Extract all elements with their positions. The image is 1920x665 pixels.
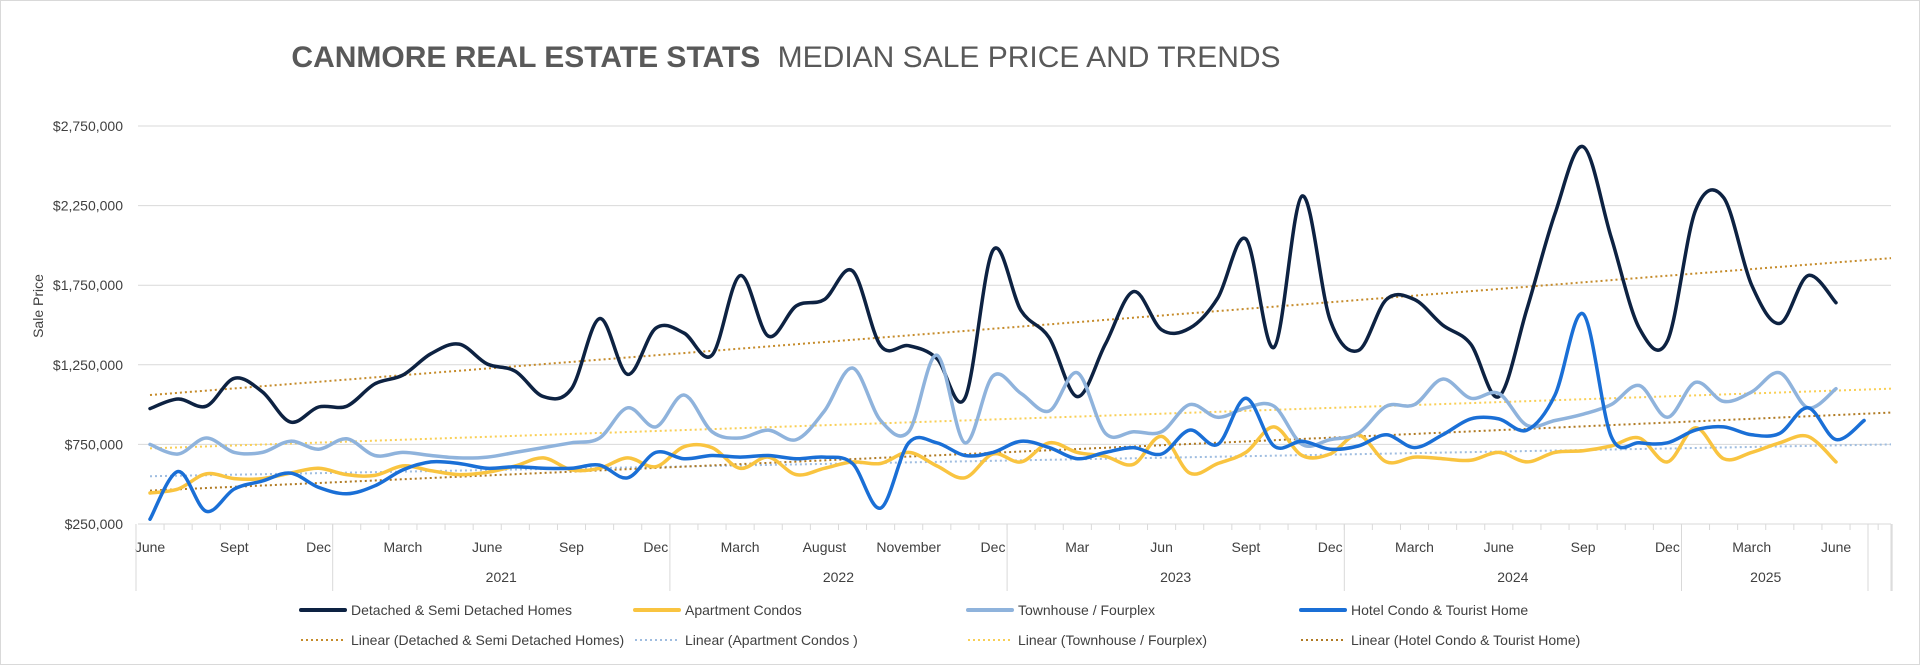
y-tick-label: $250,000 [65,516,124,532]
y-tick-label: $2,750,000 [53,118,123,134]
legend-label: Linear (Townhouse / Fourplex) [1018,632,1207,648]
series-line [148,144,1838,425]
x-tick-label: Sep [1571,539,1596,555]
x-tick-label: March [1395,539,1434,555]
chart-title: CANMORE REAL ESTATE STATS MEDIAN SALE PR… [291,41,1280,74]
year-label: 2022 [823,569,854,585]
legend-label: Townhouse / Fourplex [1018,602,1155,618]
legend-label: Linear (Apartment Condos ) [685,632,858,648]
x-tick-label: March [1732,539,1771,555]
series-line [148,353,1838,460]
y-tick-label: $2,250,000 [53,198,123,214]
x-tick-label: March [383,539,422,555]
y-tick-label: $750,000 [65,436,124,452]
chart-title-bold: CANMORE REAL ESTATE STATS [291,41,760,74]
year-label: 2025 [1750,569,1781,585]
trendline [149,411,1892,492]
x-tick-label: June [1484,539,1515,555]
series-line [148,425,1838,495]
y-axis: $250,000 $750,000 $1,250,000 $1,750,000 $2,2… [53,118,123,532]
series-lines [148,144,1866,521]
x-tick-label: Sep [559,539,584,555]
x-tick-label: June [1821,539,1852,555]
x-tick-label: Dec [981,539,1006,555]
gridlines [138,125,1891,525]
chart-title-rest: MEDIAN SALE PRICE AND TRENDS [778,41,1281,74]
x-tick-label: Mar [1065,539,1089,555]
y-axis-title: Sale Price [30,274,46,338]
legend-label: Linear (Detached & Semi Detached Homes) [351,632,624,648]
series-line [148,312,1866,521]
legend-label: Apartment Condos [685,602,802,618]
x-tick-label: March [721,539,760,555]
year-label: 2024 [1497,569,1528,585]
year-label: 2021 [486,569,517,585]
x-tick-label: Dec [643,539,668,555]
y-tick-label: $1,750,000 [53,277,123,293]
trendline [149,257,1892,397]
x-tick-label: Jun [1150,539,1173,555]
x-tick-label: Dec [1318,539,1343,555]
legend-label: Linear (Hotel Condo & Tourist Home) [1351,632,1580,648]
x-tick-label: Dec [306,539,331,555]
legend-label: Hotel Condo & Tourist Home [1351,602,1528,618]
x-axis: June Sept Dec March June Sep Dec March August Nov… [135,524,1893,591]
x-tick-label: June [472,539,503,555]
legend-label: Detached & Semi Detached Homes [351,602,572,618]
x-tick-label: June [135,539,166,555]
x-tick-label: November [876,539,941,555]
x-tick-label: Sept [220,539,249,555]
y-tick-label: $1,250,000 [53,357,123,373]
year-label: 2023 [1160,569,1191,585]
x-tick-label: Sept [1231,539,1260,555]
x-tick-label: Dec [1655,539,1680,555]
legend: Detached & Semi Detached Homes Apartment … [299,602,1580,648]
x-tick-label: August [803,539,847,555]
trendlines [149,257,1892,492]
